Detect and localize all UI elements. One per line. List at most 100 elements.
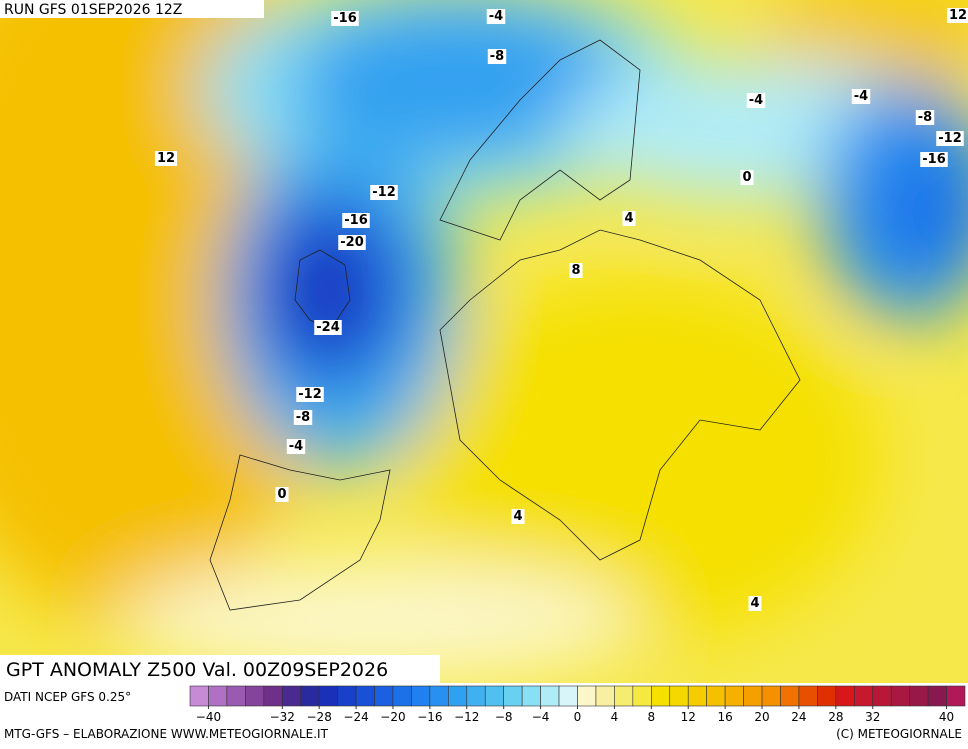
contour-label-group: -16 [331, 11, 359, 26]
contour-label-group: -8 [487, 49, 507, 64]
contour-label-group: -8 [915, 110, 935, 125]
contour-label: 12 [157, 151, 175, 166]
colorbar-swatch [927, 685, 947, 707]
contour-label-group: -20 [338, 235, 366, 250]
colorbar-swatch [484, 685, 504, 707]
contour-label-box [154, 151, 178, 166]
contour-label-box [342, 213, 370, 228]
colorbar-tick-label: −20 [380, 710, 405, 724]
contour-label-box [851, 89, 871, 104]
colorbar-swatch [355, 685, 375, 707]
colorbar-tick-label: 28 [828, 710, 843, 724]
colorbar-swatch [614, 685, 634, 707]
colorbar-tick-label: 32 [865, 710, 880, 724]
contour-label-box [569, 263, 583, 278]
colorbar-swatch [687, 685, 707, 707]
colorbar-tick-label: 40 [939, 710, 954, 724]
colorbar-tick-label: −40 [196, 710, 221, 724]
title-box [0, 655, 440, 683]
contour-label: -16 [344, 213, 368, 228]
contour-label: -12 [372, 185, 396, 200]
contour-label-box [370, 185, 398, 200]
colorbar-swatch [595, 685, 615, 707]
colorbar-swatch [577, 685, 597, 707]
contour-label-group: -16 [342, 213, 370, 228]
colorbar-tick-label: −32 [270, 710, 295, 724]
colorbar-swatch [853, 685, 874, 707]
colorbar-swatch [411, 685, 431, 707]
contour-label: 4 [624, 211, 633, 226]
contour-label: 0 [742, 170, 751, 185]
colorbar-swatch [281, 685, 302, 707]
colorbar-tick-label: 20 [754, 710, 769, 724]
colorbar-swatch [558, 685, 578, 707]
contour-label: 4 [750, 596, 759, 611]
colorbar-swatch [946, 685, 966, 707]
contour-label-box [338, 235, 366, 250]
contour-label-box [748, 596, 762, 611]
contour-label-box [487, 49, 507, 64]
colorbar-tick-label: 0 [574, 710, 582, 724]
contour-label-box [622, 211, 636, 226]
colorbar-tick-label: 8 [647, 710, 655, 724]
contour-label-group: -8 [293, 410, 313, 425]
contour-label-group: 0 [740, 170, 754, 185]
contour-label-group: -4 [486, 9, 506, 24]
contour-label-group: -16 [920, 152, 948, 167]
colorbar-swatch [466, 685, 486, 707]
colorbar-swatch [521, 685, 541, 707]
colorbar-swatch [263, 685, 283, 707]
contour-label-box [314, 320, 342, 335]
contour-label: -4 [489, 9, 503, 24]
colorbar-tick-label: −12 [454, 710, 479, 724]
colorbar-tick-label: 4 [611, 710, 619, 724]
credit-label: MTG-GFS – ELABORAZIONE WWW.METEOGIORNALE… [4, 727, 329, 741]
contour-label: 4 [513, 509, 522, 524]
contour-label-group: -12 [936, 131, 964, 146]
contour-label: -4 [289, 439, 303, 454]
colorbar-swatch [651, 685, 671, 707]
colorbar-swatch [208, 685, 228, 707]
map-field [0, 0, 968, 683]
colorbar-swatch [798, 685, 818, 707]
coastlines [209, 39, 801, 611]
contour-label-group: -24 [314, 320, 342, 335]
contour-label-box [293, 410, 313, 425]
colorbar-tick-label: −16 [417, 710, 442, 724]
colorbar-swatch [503, 685, 523, 707]
contour-label: -8 [490, 49, 504, 64]
contour-label-box [331, 11, 359, 26]
contour-label-box [296, 387, 324, 402]
contour-label: -12 [298, 387, 322, 402]
colorbar-swatch [909, 685, 929, 707]
colorbar-swatch [890, 685, 910, 707]
contour-label-box [946, 8, 968, 23]
contour-label-group: -4 [286, 439, 306, 454]
colorbar-swatch [669, 685, 689, 707]
contour-label: -4 [749, 93, 763, 108]
contour-label-box [486, 9, 506, 24]
colorbar-swatch [706, 685, 726, 707]
colorbar-swatch [300, 685, 320, 707]
colorbar-swatch [724, 685, 744, 707]
map-title: GPT ANOMALY Z500 Val. 00Z09SEP2026 [6, 659, 388, 681]
contour-label: -20 [340, 235, 364, 250]
colorbar-swatch [392, 685, 412, 707]
colorbar-swatch [337, 685, 357, 707]
contour-label: -16 [333, 11, 357, 26]
colorbar-swatch [817, 685, 837, 707]
contour-label: -24 [316, 320, 340, 335]
colorbar-swatch [540, 685, 560, 707]
contour-label: -8 [918, 110, 932, 125]
contour-label-group: -4 [746, 93, 766, 108]
colorbar-tick-label: −24 [343, 710, 368, 724]
contour-label-group: 12 [946, 8, 968, 23]
contour-label-group: 12 [154, 151, 178, 166]
colorbar-swatch [189, 685, 209, 707]
contour-label-box [915, 110, 935, 125]
colorbar-swatch [761, 685, 781, 707]
colorbar-swatch [780, 685, 800, 707]
header-box [0, 0, 264, 18]
